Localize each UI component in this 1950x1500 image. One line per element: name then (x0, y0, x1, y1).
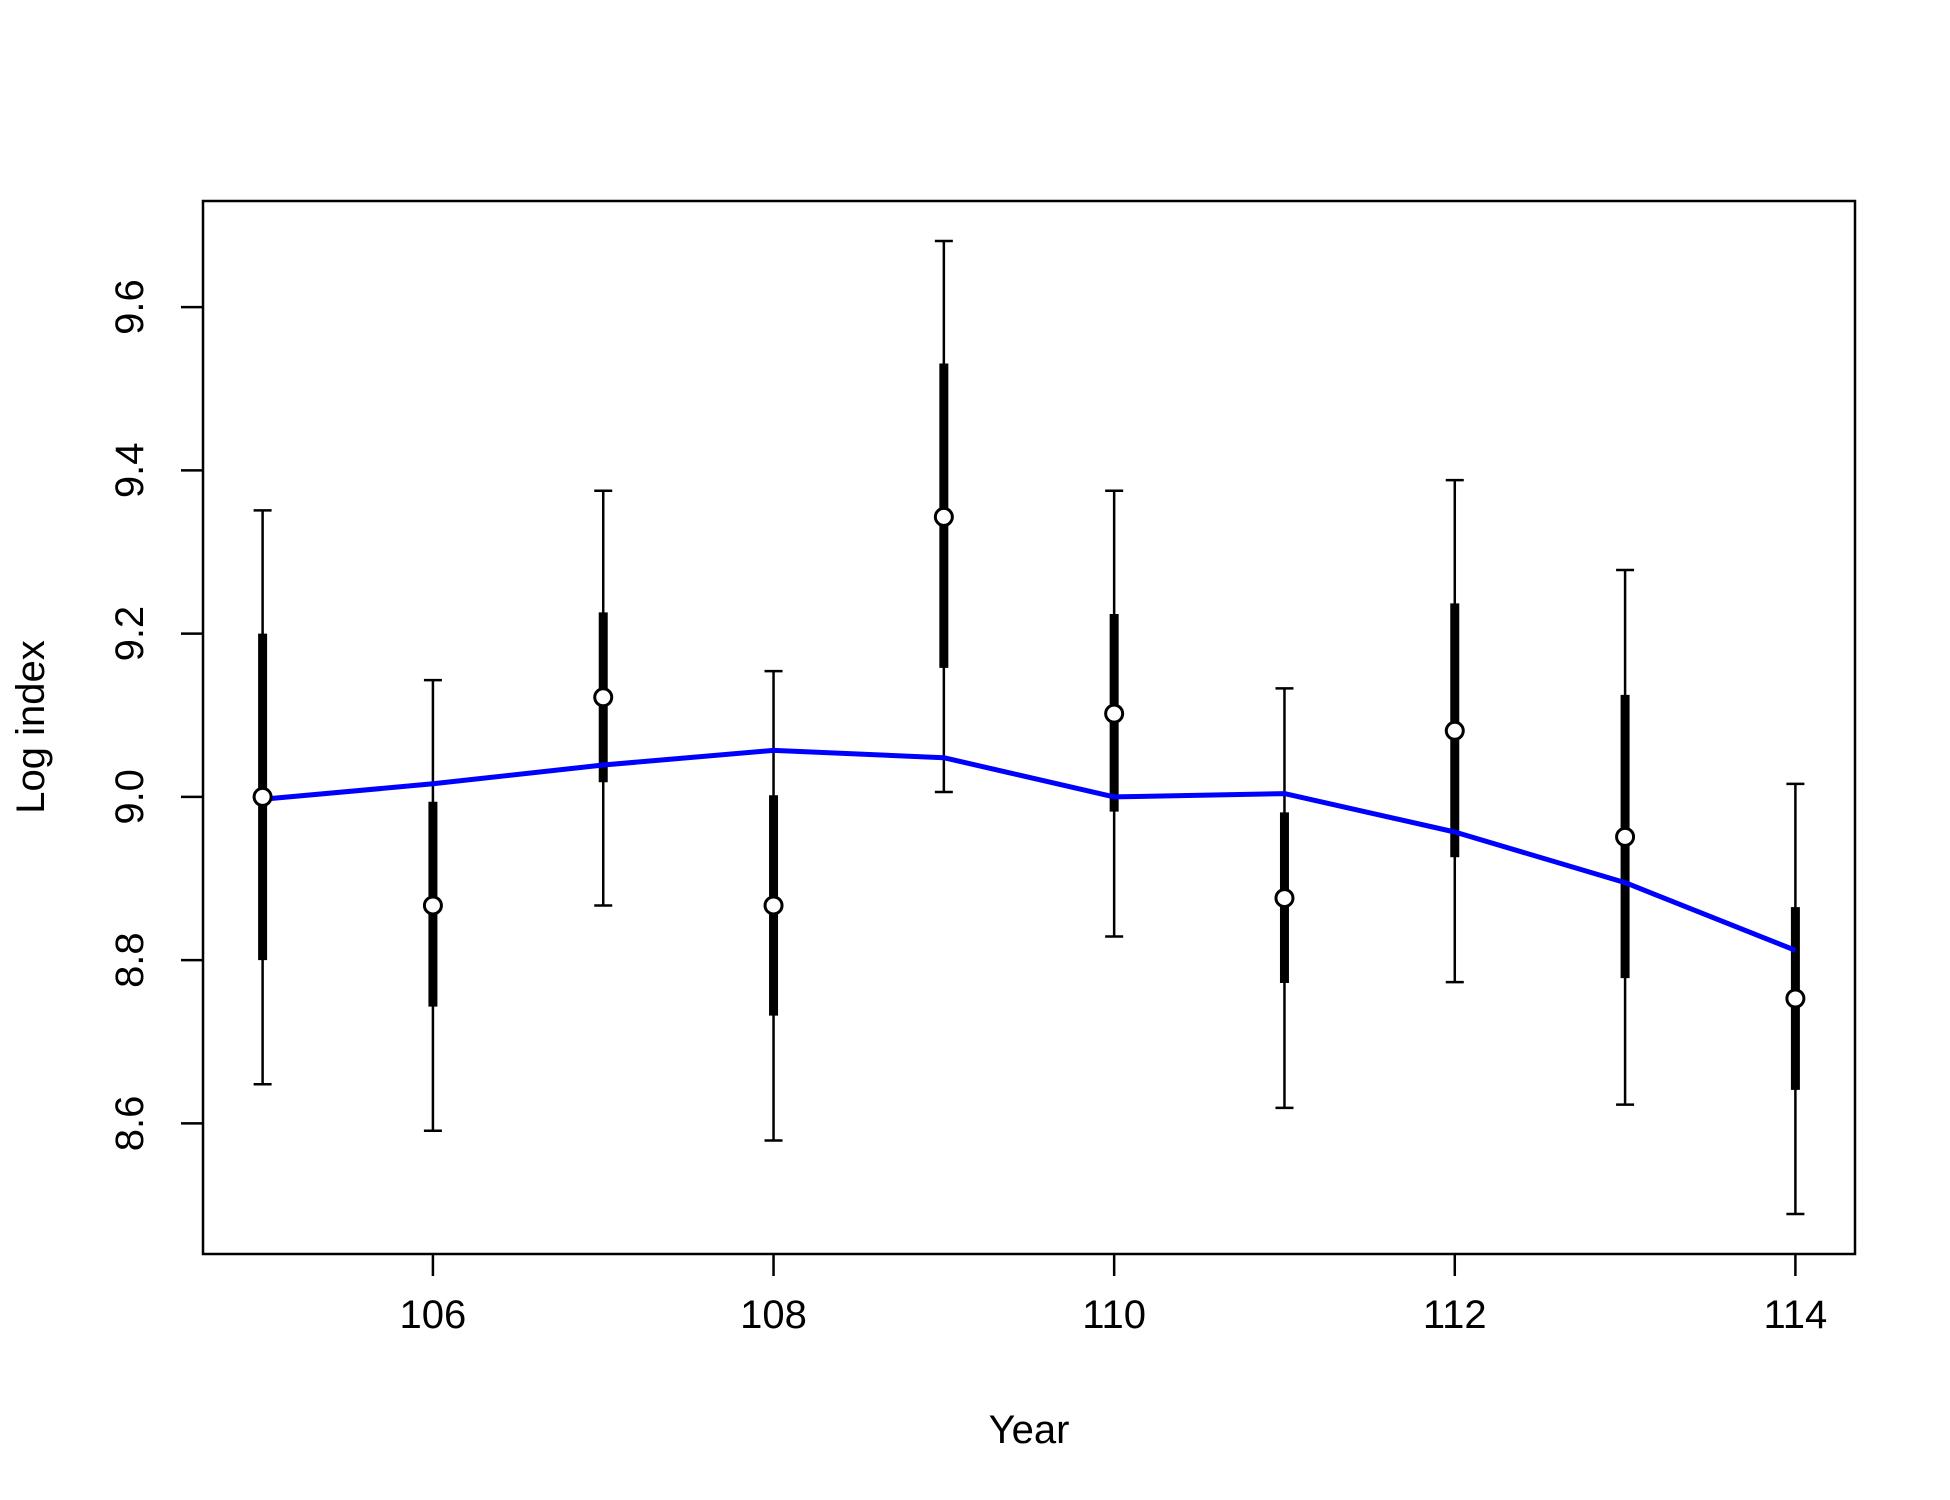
x-axis: 106 108 110 112 114 (400, 1254, 1828, 1337)
data-point (1274, 888, 1295, 909)
y-tick-label: 8.6 (108, 1096, 152, 1152)
observed-points (252, 506, 1806, 1009)
x-tick-label: 112 (1423, 1293, 1487, 1337)
data-point (1615, 826, 1636, 847)
data-point (763, 895, 784, 916)
y-tick-label: 9.4 (108, 443, 152, 499)
y-axis-label: Log index (9, 640, 53, 813)
data-point (933, 506, 954, 527)
x-axis-label: Year (989, 1408, 1070, 1452)
y-tick-label: 8.8 (108, 932, 152, 988)
y-tick-label: 9.2 (108, 606, 152, 662)
fitted-line-group (262, 747, 1797, 953)
interval-bars (253, 239, 1805, 1216)
y-tick-label: 9.0 (108, 769, 152, 825)
x-tick-label: 110 (1082, 1293, 1146, 1337)
fitted-line (262, 747, 1797, 953)
plot-frame (201, 199, 1857, 1256)
data-point (1785, 988, 1806, 1009)
x-tick-label: 114 (1764, 1293, 1828, 1337)
x-tick-label: 108 (740, 1293, 807, 1337)
data-point (1104, 703, 1125, 724)
data-point (252, 786, 273, 807)
x-tick-label: 106 (400, 1293, 467, 1337)
data-point (422, 895, 443, 916)
y-axis: 8.6 8.8 9.0 9.2 9.4 9.6 (108, 279, 203, 1151)
data-point (1444, 720, 1465, 741)
y-tick-label: 9.6 (108, 279, 152, 335)
data-point (593, 687, 614, 708)
